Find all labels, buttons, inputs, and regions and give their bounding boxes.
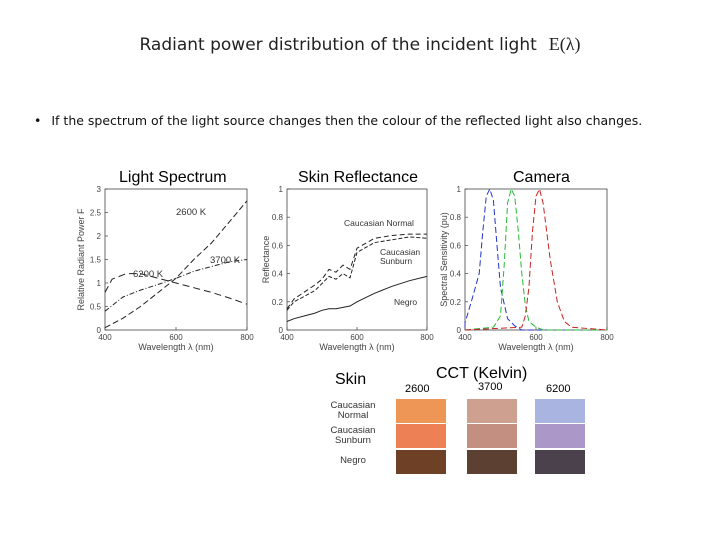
row-label-caucasian-normal-1: Caucasian [330,400,376,411]
x-axis-label: Wavelength λ (nm) [498,342,573,352]
series-line-2600-k [104,200,248,329]
legend-caucasian-normal: Caucasian Normal [344,218,414,228]
bullet-dot-icon: • [34,113,42,128]
x-tick-label: 400 [98,333,112,342]
y-tick-label: 0.8 [272,213,284,222]
y-tick-label: 0.6 [450,241,462,250]
plot-frame [464,188,608,331]
color-swatch [396,399,446,423]
color-swatch [396,450,446,474]
legend-negro: Negro [394,297,418,307]
y-tick-label: 0.4 [272,270,284,279]
chart-title-light-spectrum: Light Spectrum [119,169,227,186]
plot-frame [286,188,428,331]
chart-title-skin-reflectance: Skin Reflectance [298,169,419,186]
x-tick-label: 600 [350,333,364,342]
camera-sensitivity-chart: 0 0.2 0.4 0.6 0.8 1 400 600 800 Wavelength λ (nm)… [439,186,614,352]
series-line-blue [464,187,607,331]
legend-caucasian-sunburn-line2: Sunburn [380,256,413,266]
x-tick-label: 800 [420,333,434,342]
x-tick-label: 600 [529,333,543,342]
y-tick-label: 0 [97,326,102,335]
row-label-negro: Negro [340,455,366,466]
y-axis-label: Spectral Sensitivity (pu) [439,212,449,307]
legend-6200k: 6200 K [133,269,164,280]
x-tick-label: 800 [240,333,254,342]
x-tick-label: 400 [458,333,472,342]
y-axis-label: Relative Radiant Power F [76,208,86,311]
y-tick-label: 1 [97,279,102,288]
x-axis-label: Wavelength λ (nm) [319,342,394,352]
cct-column-3700: 3700 [478,381,503,393]
bullet-text: If the spectrum of the light source chan… [51,113,643,128]
legend-caucasian-sunburn-line1: Caucasian [380,247,421,257]
y-tick-label: 0.5 [90,303,102,312]
y-tick-label: 0.6 [272,241,284,250]
row-label-caucasian-sunburn-1: Caucasian [330,425,376,436]
cct-column-2600: 2600 [405,383,430,395]
title-symbol: E(λ) [548,34,581,54]
x-tick-label: 800 [600,333,614,342]
cct-column-6200: 6200 [546,383,571,395]
series-line-6200-k [104,273,248,305]
color-swatch [396,424,446,448]
color-swatch [535,424,585,448]
color-swatch [467,450,517,474]
y-tick-label: 0 [279,326,284,335]
y-tick-label: 2 [97,232,102,241]
y-tick-label: 1 [279,186,284,194]
y-tick-label: 0 [457,326,462,335]
series-line-green [464,187,607,331]
color-swatch [535,399,585,423]
y-tick-label: 3 [97,186,102,194]
cct-header: CCT (Kelvin) [436,365,528,382]
skin-header: Skin [335,371,367,388]
y-tick-label: 1.5 [90,256,102,265]
y-tick-label: 0.2 [272,298,284,307]
color-swatch [535,450,585,474]
x-tick-label: 400 [280,333,294,342]
x-tick-label: 600 [169,333,183,342]
legend-2600k: 2600 K [176,207,207,218]
series-line-caucasian-sunburn [286,236,428,311]
legend-3700k: 3700 K [210,255,241,266]
y-tick-label: 0.4 [450,270,462,279]
y-tick-label: 2.5 [90,209,102,218]
y-tick-label: 1 [457,186,462,194]
chart-title-camera: Camera [513,169,570,186]
row-label-caucasian-normal-2: Normal [337,410,369,421]
plot-frame [104,188,248,331]
series-line-negro [286,275,428,322]
color-swatch [467,424,517,448]
y-axis-label: Reflectance [261,236,271,284]
slide-title: Radiant power distribution of the incide… [0,34,720,55]
skin-reflectance-chart: 0 0.2 0.4 0.6 0.8 1 400 600 800 Wavelength λ (nm)… [261,186,434,352]
series-line-caucasian-normal [286,233,427,310]
row-label-caucasian-sunburn-2: Sunburn [335,435,371,446]
y-tick-label: 0.8 [450,213,462,222]
color-swatch [467,399,517,423]
x-axis-label: Wavelength λ (nm) [138,342,213,352]
series-line-red [464,187,608,331]
title-text: Radiant power distribution of the incide… [139,35,537,55]
bullet-point: • If the spectrum of the light source cha… [34,113,642,128]
light-spectrum-chart: 0 0.5 1 1.5 2 2.5 3 400 600 800 Wavelength λ (nm) R… [76,186,254,352]
y-tick-label: 0.2 [450,298,462,307]
